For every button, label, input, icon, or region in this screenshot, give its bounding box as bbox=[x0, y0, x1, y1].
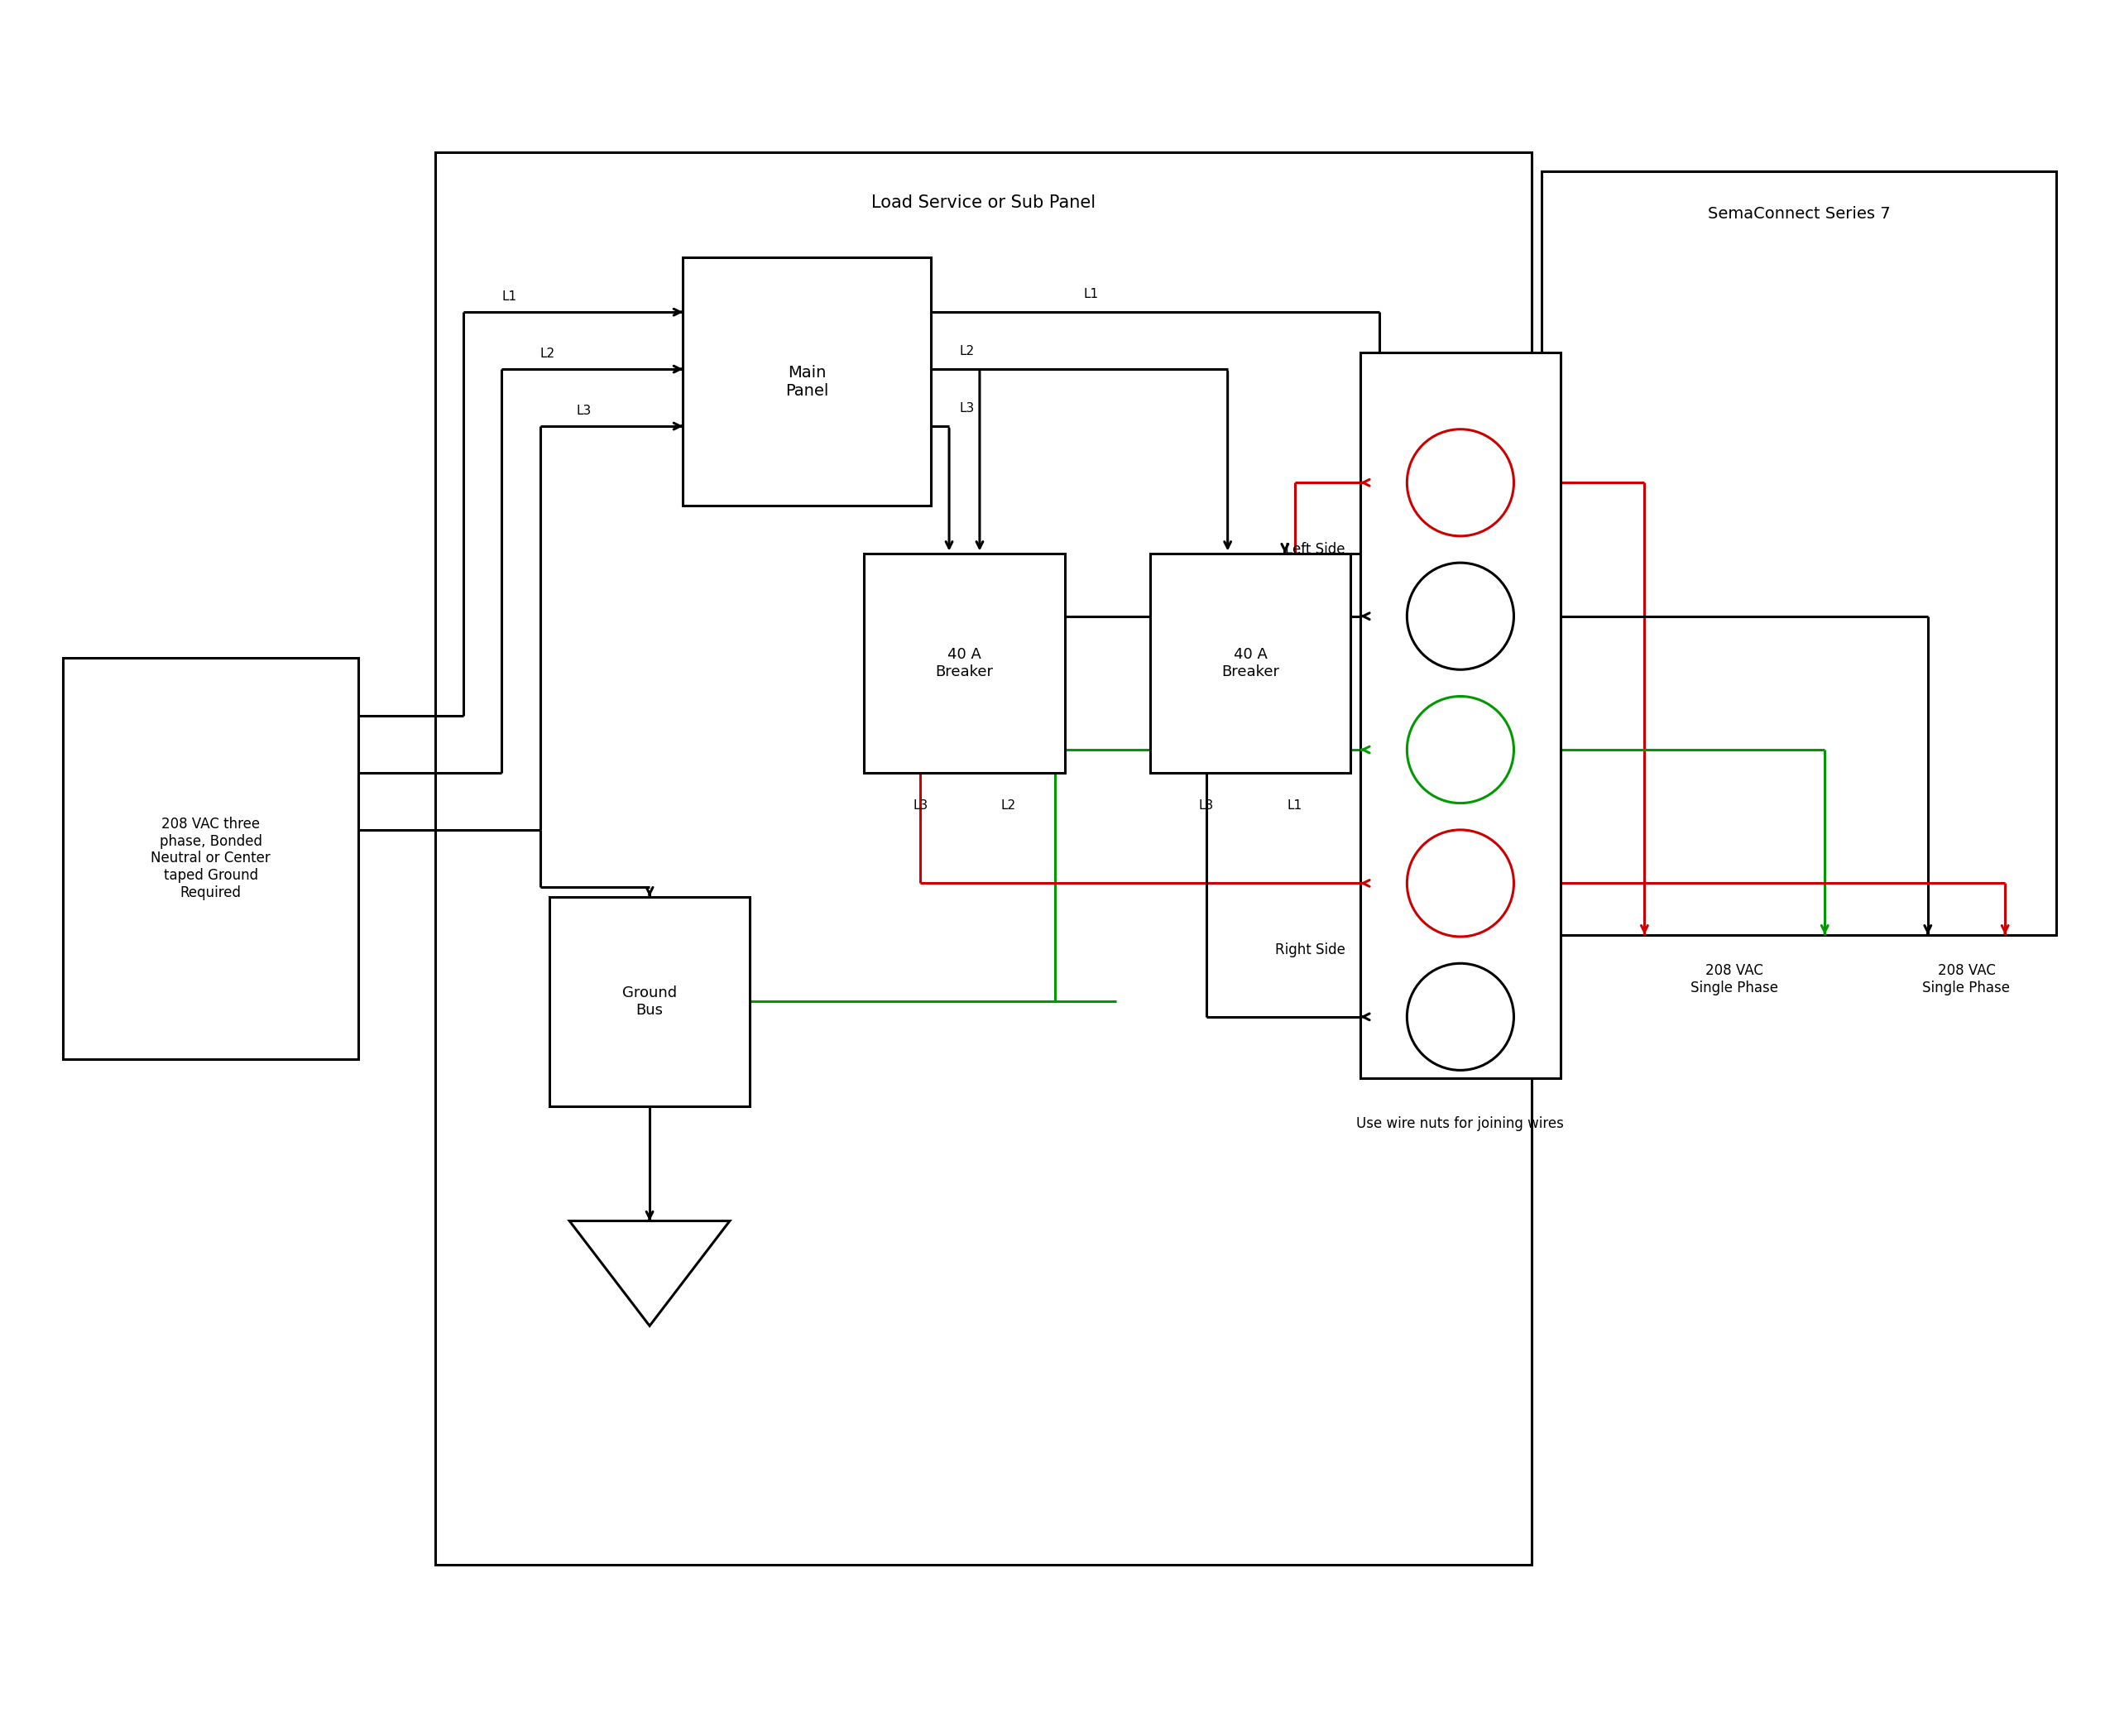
Text: L2: L2 bbox=[960, 345, 975, 358]
Text: 40 A
Breaker: 40 A Breaker bbox=[1222, 648, 1279, 679]
Bar bbox=[435, 153, 1532, 1564]
Text: L1: L1 bbox=[502, 290, 517, 302]
Polygon shape bbox=[570, 1220, 730, 1326]
Text: L2: L2 bbox=[540, 347, 555, 359]
Text: L3: L3 bbox=[576, 404, 591, 417]
Text: L1: L1 bbox=[1287, 799, 1302, 812]
Bar bbox=[63, 658, 359, 1059]
Text: 208 VAC three
phase, Bonded
Neutral or Center
taped Ground
Required: 208 VAC three phase, Bonded Neutral or C… bbox=[152, 816, 270, 901]
Text: Ground
Bus: Ground Bus bbox=[622, 986, 677, 1017]
Text: L3: L3 bbox=[1198, 799, 1213, 812]
Circle shape bbox=[1407, 429, 1513, 536]
Text: Left Side: Left Side bbox=[1285, 542, 1344, 557]
Text: 208 VAC
Single Phase: 208 VAC Single Phase bbox=[1690, 963, 1779, 995]
Circle shape bbox=[1407, 696, 1513, 804]
Circle shape bbox=[1407, 963, 1513, 1069]
Bar bbox=[1150, 554, 1350, 773]
Text: 208 VAC
Single Phase: 208 VAC Single Phase bbox=[1922, 963, 2011, 995]
Text: Right Side: Right Side bbox=[1274, 943, 1344, 958]
Bar bbox=[1542, 172, 2057, 934]
Text: Use wire nuts for joining wires: Use wire nuts for joining wires bbox=[1357, 1116, 1564, 1130]
Text: Main
Panel: Main Panel bbox=[785, 365, 829, 399]
Text: L3: L3 bbox=[960, 403, 975, 415]
Bar bbox=[1361, 352, 1561, 1078]
Bar bbox=[865, 554, 1066, 773]
Bar bbox=[549, 896, 749, 1106]
Bar bbox=[684, 257, 931, 505]
Circle shape bbox=[1407, 830, 1513, 937]
Text: 40 A
Breaker: 40 A Breaker bbox=[935, 648, 994, 679]
Text: SemaConnect Series 7: SemaConnect Series 7 bbox=[1707, 207, 1891, 222]
Text: L2: L2 bbox=[1000, 799, 1015, 812]
Text: Load Service or Sub Panel: Load Service or Sub Panel bbox=[871, 194, 1095, 212]
Text: L1: L1 bbox=[1082, 288, 1099, 300]
Text: L3: L3 bbox=[914, 799, 928, 812]
Circle shape bbox=[1407, 562, 1513, 670]
